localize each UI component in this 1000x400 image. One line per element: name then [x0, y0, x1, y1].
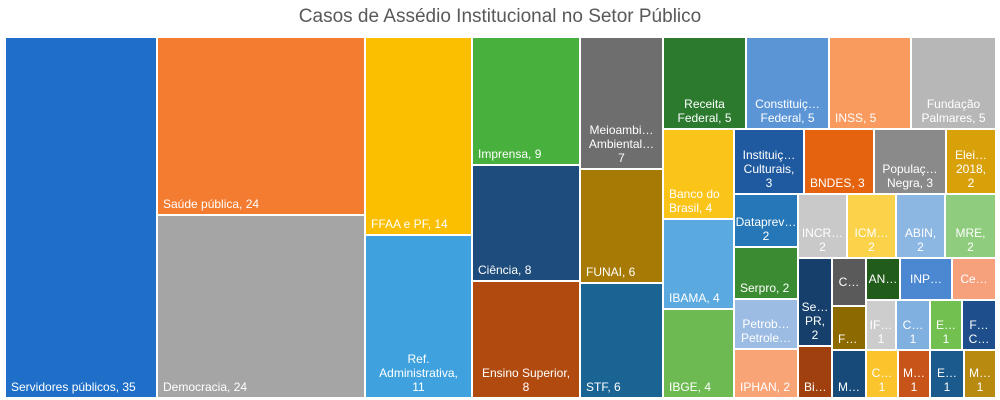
tile-label-receita-federal: Receita Federal, 5: [677, 97, 731, 125]
tile-label-c3: C… 1: [872, 366, 893, 394]
tile-label-inss: INSS, 5: [835, 111, 877, 125]
tile-label-dataprev: Dataprev… 2: [736, 215, 797, 243]
tile-label-stf: STF, 6: [586, 380, 621, 394]
tile-label-e2: E… 1: [937, 366, 957, 394]
tile-ensino-superior: [471, 280, 581, 399]
tile-label-ffaa-e-pf: FFAA e PF, 14: [371, 217, 448, 231]
tile-label-inp: INP…: [910, 272, 942, 286]
tile-label-funai: FUNAI, 6: [586, 265, 636, 279]
tile-eleicoes-2018: [945, 128, 997, 195]
tile-label-saude-publica: Saúde pública, 24: [163, 197, 259, 211]
tile-label-e1: E… 1: [936, 318, 956, 346]
tile-label-ensino-superior: Ensino Superior, 8: [482, 366, 570, 394]
tile-democracia: [156, 214, 366, 399]
tile-receita-federal: [662, 36, 747, 130]
tile-petrobras: [733, 298, 799, 350]
tile-c2: [895, 299, 931, 351]
tile-label-if: IF… 1: [870, 318, 893, 346]
tile-label-ref-administrativa: Ref. Administrativa, 11: [379, 352, 458, 394]
tile-label-c1: C…: [839, 275, 860, 289]
tile-label-instituicoes-culturais: Instituiç… Culturais, 3: [743, 148, 796, 190]
tile-stf: [579, 282, 664, 399]
tile-instituicoes-culturais: [733, 128, 805, 195]
tile-saude-publica: [156, 36, 366, 216]
tile-icmbio: [846, 193, 897, 259]
tile-label-m1: M…: [838, 380, 860, 394]
tile-label-iphan: IPHAN, 2: [740, 380, 790, 394]
tile-e2: [929, 349, 965, 399]
tile-label-serpro: Serpro, 2: [740, 281, 790, 295]
tile-label-m2: M… 1: [903, 366, 925, 394]
tile-label-ce: Ce…: [960, 272, 987, 286]
tile-ibama: [662, 218, 735, 310]
tile-label-incra: INCR… 2: [802, 226, 843, 254]
tile-label-meioambiente-ambiental: Meioambi… Ambiental… 7: [589, 123, 654, 165]
tile-dataprev: [733, 193, 799, 248]
tile-label-bndes: BNDES, 3: [810, 176, 865, 190]
tile-m2: [897, 349, 931, 399]
tile-label-mre: MRE, 2: [956, 226, 986, 254]
tile-mre: [944, 193, 997, 259]
tile-c1: [831, 257, 867, 307]
tile-label-constituicao-federal: Constituiç… Federal, 5: [755, 97, 820, 125]
tile-label-banco-do-brasil: Banco do Brasil, 4: [669, 187, 720, 215]
tile-imprensa: [471, 36, 581, 166]
tile-se-pr: [797, 257, 833, 347]
tile-f1: [831, 305, 867, 351]
tile-e1: [929, 299, 963, 351]
tile-label-imprensa: Imprensa, 9: [478, 147, 542, 161]
tile-label-eleicoes-2018: Elei… 2018, 2: [955, 148, 987, 190]
tile-meioambiente-ambiental: [579, 36, 664, 170]
tile-label-se-pr: Se… PR, 2: [802, 300, 829, 342]
tile-label-f2: F… C…: [969, 318, 990, 346]
tile-label-servidores-publicos: Servidores públicos, 35: [11, 380, 136, 394]
tile-label-democracia: Democracia, 24: [163, 380, 247, 394]
tile-label-fundacao-palmares: Fundação Palmares, 5: [921, 97, 985, 125]
tile-servidores-publicos: [4, 36, 158, 399]
tile-inp: [899, 257, 953, 301]
tile-bi: [797, 345, 833, 399]
tile-label-an: AN…: [869, 272, 898, 286]
tile-label-ibama: IBAMA, 4: [669, 291, 720, 305]
tile-label-populacao-negra: Populaç… Negra, 3: [882, 162, 937, 190]
tile-f2: [961, 299, 997, 351]
tile-label-ciencia: Ciência, 8: [478, 263, 532, 277]
tile-ciencia: [471, 164, 581, 282]
tile-label-m3: M… 1: [969, 366, 991, 394]
tile-label-ibge: IBGE, 4: [669, 380, 711, 394]
tile-ffaa-e-pf: [364, 36, 473, 236]
tile-label-bi: Bi…: [804, 380, 827, 394]
tile-label-petrobras: Petrob… Petrole…: [741, 317, 791, 345]
tile-c3: [865, 349, 899, 399]
tile-funai: [579, 168, 664, 284]
tile-fundacao-palmares: [910, 36, 997, 130]
tile-label-c2: C… 1: [903, 318, 924, 346]
tile-populacao-negra: [873, 128, 947, 195]
chart-title: Casos de Assédio Institucional no Setor …: [298, 6, 702, 27]
tile-m3: [963, 349, 997, 399]
tile-label-icmbio: ICM… 2: [855, 226, 889, 254]
tile-label-f1: F…: [838, 332, 857, 346]
tile-label-abin: ABIN, 2: [905, 226, 936, 254]
